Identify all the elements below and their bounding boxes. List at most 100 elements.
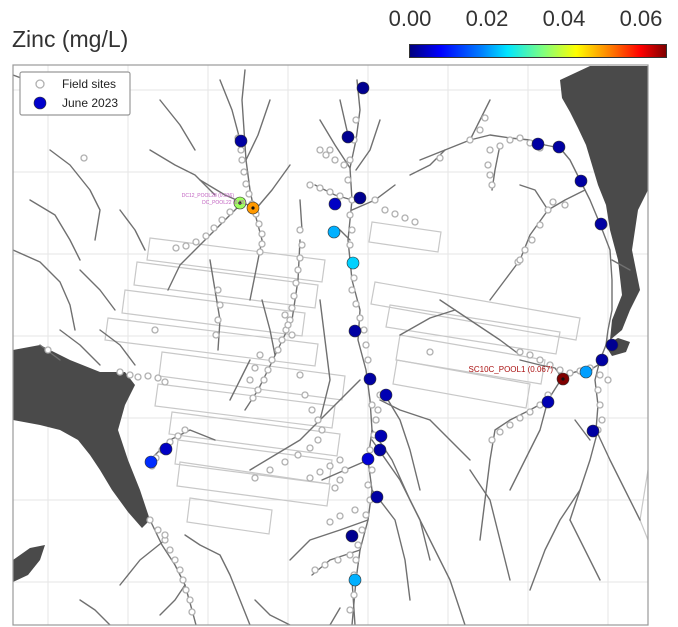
field-site-marker [154, 526, 162, 534]
june-2023-sample-marker [594, 217, 608, 231]
legend-june-2023-label: June 2023 [62, 96, 118, 110]
field-site-marker [281, 311, 289, 319]
field-site-marker [331, 156, 339, 164]
field-site-marker [326, 146, 334, 154]
field-site-marker [258, 240, 266, 248]
june-2023-sample-marker [361, 452, 375, 466]
field-site-marker [341, 466, 349, 474]
june-2023-sample-marker [356, 81, 370, 95]
field-site-marker [516, 256, 524, 264]
field-site-marker [346, 211, 354, 219]
field-site-marker [346, 606, 354, 614]
field-site-marker [268, 356, 276, 364]
june-2023-sample-marker [374, 429, 388, 443]
field-site-marker [481, 114, 489, 122]
field-site-marker [249, 394, 257, 402]
field-site-marker [486, 171, 494, 179]
field-site-marker [255, 220, 263, 228]
field-site-marker [326, 188, 334, 196]
field-site-marker [346, 156, 354, 164]
field-site-marker [344, 176, 352, 184]
field-site-marker [544, 206, 552, 214]
field-site-marker [436, 154, 444, 162]
sample-center-dot [251, 206, 255, 210]
lake-southwest [13, 545, 45, 582]
field-site-marker [212, 331, 220, 339]
field-site-marker [526, 351, 534, 359]
field-site-marker [488, 436, 496, 444]
legend-june-2023-marker [33, 96, 47, 110]
field-site-marker [322, 151, 330, 159]
field-site-marker [356, 314, 364, 322]
field-site-marker [182, 242, 190, 250]
field-site-marker [266, 466, 274, 474]
field-site-marker [426, 348, 434, 356]
field-site-marker [245, 190, 253, 198]
june-2023-sample-marker [595, 353, 609, 367]
label-dc12-pool28: DC12_POOL28 (0.036) [182, 193, 235, 199]
june-2023-sample-marker [345, 529, 359, 543]
field-site-marker [80, 154, 88, 162]
field-site-marker [166, 546, 174, 554]
field-site-marker [242, 180, 250, 188]
field-site-marker [351, 506, 359, 514]
field-site-marker [161, 378, 169, 386]
field-site-marker [411, 218, 419, 226]
colorbar-tick-2: 0.04 [542, 6, 586, 31]
june-2023-sample-marker [541, 395, 555, 409]
field-site-marker [146, 516, 154, 524]
field-site-marker [598, 416, 606, 424]
field-site-marker [301, 391, 309, 399]
field-site-marker [316, 468, 324, 476]
field-site-marker [340, 161, 348, 169]
june-2023-sample-marker [328, 197, 342, 211]
water-bodies [13, 66, 648, 582]
field-site-marker [171, 556, 179, 564]
june-2023-sample-marker [579, 365, 593, 379]
field-site-marker [368, 401, 376, 409]
field-site-marker [381, 206, 389, 214]
field-site-marker [348, 226, 356, 234]
field-site-marker [318, 426, 326, 434]
field-site-marker [298, 241, 306, 249]
field-site-marker [506, 136, 514, 144]
field-site-marker [240, 168, 248, 176]
colorbar-tick-1: 0.02 [465, 6, 509, 31]
field-site-marker [596, 401, 604, 409]
field-site-marker [326, 518, 334, 526]
field-site-marker [346, 241, 354, 249]
field-site-marker [336, 476, 344, 484]
field-site-marker [246, 376, 254, 384]
label-dc-pool22: DC_POOL22 (0.05) [202, 200, 246, 206]
field-site-marker [352, 556, 360, 564]
field-site-marker [566, 369, 574, 377]
field-site-marker [596, 371, 604, 379]
field-site-marker [238, 156, 246, 164]
field-site-marker [237, 146, 245, 154]
field-site-marker [214, 286, 222, 294]
map-frame-bg [13, 65, 648, 625]
field-site-marker [476, 126, 484, 134]
legend-field-sites-marker [35, 79, 45, 89]
field-site-marker [352, 116, 360, 124]
field-site-marker [391, 210, 399, 218]
field-site-marker [528, 236, 536, 244]
field-site-marker [290, 292, 298, 300]
field-site-marker [316, 146, 324, 154]
field-site-marker [549, 198, 557, 206]
field-site-marker [556, 366, 564, 374]
field-site-marker [536, 221, 544, 229]
field-site-marker [526, 408, 534, 416]
field-site-marker [281, 458, 289, 466]
field-site-marker [546, 361, 554, 369]
field-site-marker [308, 406, 316, 414]
field-site-marker [251, 364, 259, 372]
field-site-marker [226, 208, 234, 216]
june-2023-sample-marker [586, 424, 600, 438]
june-2023-sample-marker [346, 256, 360, 270]
field-site-marker [174, 432, 182, 440]
field-site-marker [334, 556, 342, 564]
field-site-marker [264, 366, 272, 374]
field-site-marker [294, 266, 302, 274]
june-2023-sample-marker [363, 372, 377, 386]
